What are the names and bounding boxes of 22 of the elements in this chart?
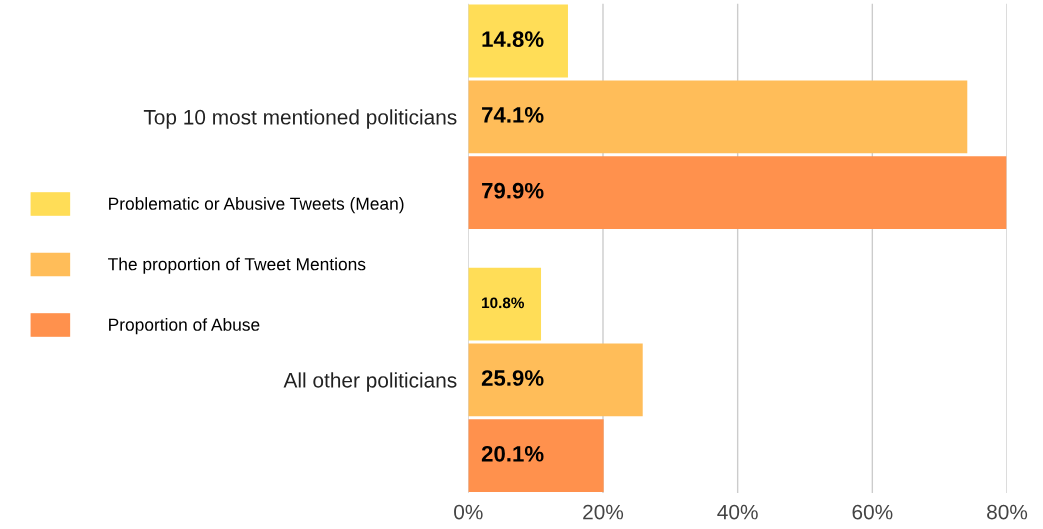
y-tick-label: Top 10 most mentioned politicians bbox=[143, 109, 457, 129]
legend-label: Problematic or Abusive Tweets (Mean) bbox=[109, 197, 404, 214]
x-tick-label: 0% bbox=[454, 504, 483, 520]
data-label: 74.1% bbox=[482, 107, 544, 123]
data-label: 79.9% bbox=[482, 182, 544, 199]
x-tick-label: 40% bbox=[717, 504, 758, 520]
legend-label: Proportion of Abuse bbox=[109, 318, 260, 335]
bar bbox=[468, 343, 643, 417]
x-tick-label: 80% bbox=[987, 504, 1028, 520]
data-label: 20.1% bbox=[481, 445, 544, 462]
x-tick-label: 60% bbox=[852, 504, 893, 520]
data-label: 10.8% bbox=[482, 297, 525, 309]
y-tick-label: All other politicians bbox=[283, 372, 457, 392]
bar bbox=[468, 4, 568, 78]
x-tick-label: 20% bbox=[583, 504, 624, 520]
bar bbox=[468, 419, 604, 493]
bar bbox=[468, 80, 968, 154]
legend-label: The proportion of Tweet Mentions bbox=[108, 257, 366, 274]
bar bbox=[468, 267, 542, 341]
data-label: 14.8% bbox=[482, 31, 544, 48]
bar bbox=[468, 156, 1007, 230]
data-label: 25.9% bbox=[481, 370, 544, 386]
